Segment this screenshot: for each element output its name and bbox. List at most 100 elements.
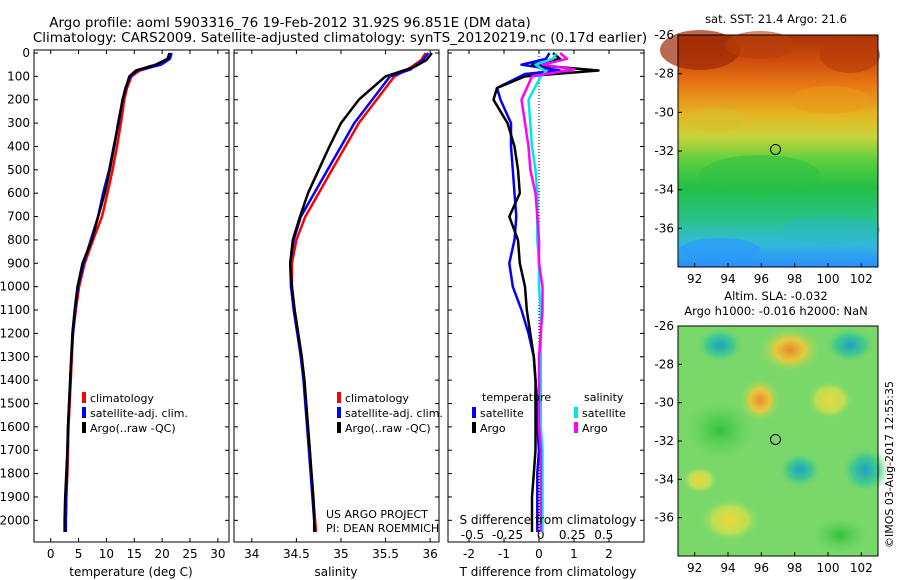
legend-swatch [82, 407, 86, 418]
legend-label: Argo(..raw -QC) [90, 422, 176, 435]
depth-tick-label: 1400 [0, 373, 30, 387]
difference-panel: -2 -1 0 1 2 -0.5 -0.25 0 0.25 0.5 S difference fr… [447, 49, 645, 579]
depth-tick-label: 900 [7, 256, 30, 270]
sla-map-title: Altim. SLA: -0.032 [724, 289, 828, 303]
salinity-legend: climatology satellite-adj. clim. Argo(..ra… [337, 392, 443, 435]
legend-label: satellite-adj. clim. [90, 407, 188, 420]
depth-tick-label: 200 [7, 93, 30, 107]
map-y-tick-label: -30 [654, 105, 674, 119]
x-tick-label: -2 [463, 547, 475, 561]
salinity-axis-label: salinity [314, 565, 357, 579]
map-y-tick-label: -30 [654, 396, 674, 410]
legend-swatch [472, 407, 476, 418]
map-y-tick-label: -32 [654, 144, 674, 158]
sst-map-title: sat. SST: 21.4 Argo: 21.6 [705, 12, 847, 26]
salinity-difference-tick-label: 0.25 [559, 528, 586, 542]
temperature-legend: climatology satellite-adj. clim. Argo(..ra… [82, 392, 188, 435]
map-y-tick-label: -28 [654, 357, 674, 371]
legend-swatch [574, 422, 578, 433]
depth-tick-label: 1600 [0, 420, 30, 434]
map-x-tick-label: 100 [817, 561, 840, 575]
legend-label: satellite [582, 407, 626, 420]
x-tick-label: 34 [244, 547, 259, 561]
difference-series [492, 52, 600, 532]
depth-tick-label: 1000 [0, 280, 30, 294]
legend-swatch [337, 392, 341, 403]
salinity-series [288, 52, 433, 533]
legend-swatch [472, 422, 476, 433]
depth-tick-label: 1700 [0, 443, 30, 457]
x-tick-label: 34.5 [283, 547, 310, 561]
salinity-difference-tick-label: -0.25 [492, 528, 523, 542]
legend-label: climatology [345, 392, 409, 405]
salinity-y-ticks [234, 52, 439, 521]
legend-label: Argo [480, 422, 506, 435]
difference-plot-frame [447, 49, 645, 543]
depth-tick-label: 2000 [0, 513, 30, 527]
temperature-series [63, 52, 173, 532]
x-tick-label: 5 [75, 547, 83, 561]
temperature-panel: 0100200300400500600700800900100011001200… [0, 46, 230, 579]
sla-map-axes: 92 94 96 98 100 102 -26 -28 -30 -32 -34 -36 [654, 319, 872, 575]
temperature-x-axis: 0 5 10 15 20 25 30 [47, 50, 225, 561]
t-difference-label: T difference from climatology [459, 565, 637, 579]
legend-group-title: salinity [584, 391, 624, 404]
series-line-temperature-argo [492, 52, 600, 532]
map-x-tick-label: 96 [754, 561, 769, 575]
depth-tick-label: 1800 [0, 467, 30, 481]
depth-tick-label: 600 [7, 186, 30, 200]
map-y-tick-label: -26 [654, 319, 674, 333]
map-y-tick-label: -34 [654, 472, 674, 486]
salinity-difference-tick-label: 0.5 [594, 528, 613, 542]
x-tick-label: 10 [99, 547, 114, 561]
legend-swatch [82, 422, 86, 433]
map-y-tick-label: -26 [654, 28, 674, 42]
sla-heatmap [678, 326, 889, 556]
x-tick-label: 1 [570, 547, 578, 561]
legend-label: satellite-adj. clim. [345, 407, 443, 420]
difference-legend: temperature satellite Argo salinity satellit… [472, 391, 626, 435]
map-y-tick-label: -36 [654, 221, 674, 235]
temperature-axis-label: temperature (deg C) [69, 565, 192, 579]
map-x-tick-label: 102 [850, 561, 873, 575]
depth-tick-label: 1100 [0, 303, 30, 317]
x-tick-label: 2 [605, 547, 613, 561]
sla-map-subtitle: Argo h1000: -0.016 h2000: NaN [684, 304, 868, 318]
map-x-tick-label: 96 [754, 272, 769, 286]
map-x-tick-label: 94 [720, 272, 735, 286]
legend-group-title: temperature [482, 391, 551, 404]
depth-tick-label: 1500 [0, 396, 30, 410]
sst-heatmap [660, 30, 880, 267]
sst-map-axes: 92 94 96 98 100 102 -26 -28 -30 -32 -34 -36 [654, 28, 872, 286]
series-line-argo-raw-qc- [63, 52, 171, 532]
depth-tick-label: 700 [7, 210, 30, 224]
salinity-difference-tick-label: -0.5 [461, 528, 484, 542]
series-line-argo-raw-qc- [288, 52, 433, 532]
series-line-climatology [290, 52, 427, 533]
project-annotation-line1: US ARGO PROJECT [326, 508, 428, 521]
depth-tick-label: 500 [7, 163, 30, 177]
imos-credit: ©IMOS 03-Aug-2017 12:55:35 [883, 381, 896, 548]
sla-map-panel: Altim. SLA: -0.032 Argo h1000: -0.016 h2… [654, 289, 889, 575]
legend-label: Argo [582, 422, 608, 435]
salinity-difference-tick-label: 0 [537, 528, 545, 542]
temperature-plot-frame [33, 49, 230, 543]
figure-title-line2: Climatology: CARS2009. Satellite-adjuste… [33, 30, 647, 46]
x-tick-label: 35.5 [372, 547, 399, 561]
legend-label: Argo(..raw -QC) [345, 422, 431, 435]
map-x-tick-label: 100 [817, 272, 840, 286]
difference-y-ticks [448, 52, 644, 521]
x-tick-label: 25 [182, 547, 197, 561]
project-annotation-line2: PI: DEAN ROEMMICH [326, 522, 439, 535]
x-tick-label: 0 [535, 547, 543, 561]
legend-swatch [574, 407, 578, 418]
legend-swatch [337, 407, 341, 418]
map-y-tick-label: -34 [654, 183, 674, 197]
salinity-panel: 34 34.5 35 35.5 36 salinity climatology satel… [233, 49, 443, 579]
argo-location-marker-sla [770, 433, 781, 445]
s-difference-label: S difference from climatology [460, 513, 637, 527]
map-x-tick-label: 98 [787, 561, 802, 575]
depth-tick-label: 300 [7, 116, 30, 130]
series-line-salinity-argo [520, 52, 576, 532]
